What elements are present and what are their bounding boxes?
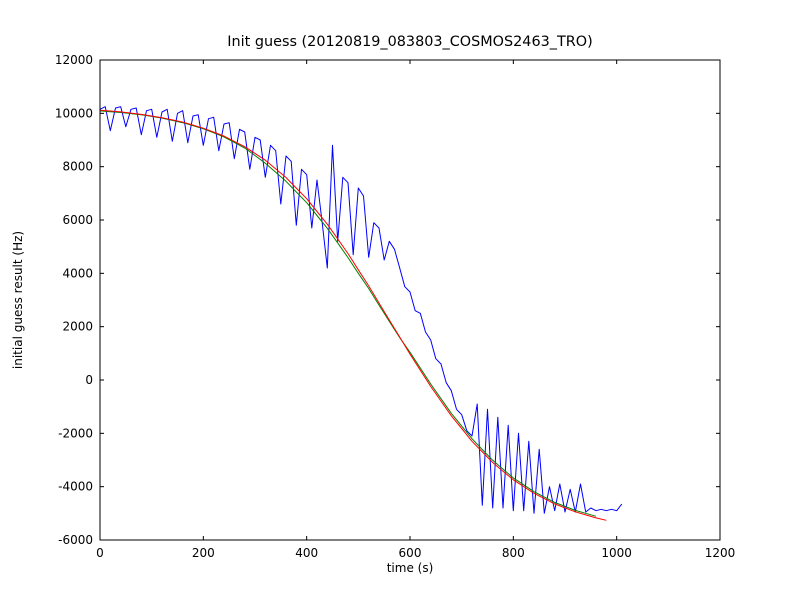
- axes-frame: [99, 59, 721, 541]
- chart-title: Init guess (20120819_083803_COSMOS2463_T…: [227, 34, 592, 50]
- x-tick-label: 400: [295, 546, 318, 560]
- y-tick-label: -2000: [58, 426, 93, 440]
- x-tick-label: 800: [502, 546, 525, 560]
- y-tick-label: 10000: [55, 106, 93, 120]
- y-tick-label: -6000: [58, 533, 93, 547]
- x-tick-label: 1200: [705, 546, 736, 560]
- y-tick-label: 2000: [62, 320, 93, 334]
- y-tick-label: 6000: [62, 213, 93, 227]
- series-blue-noisy-data-line: [99, 106, 623, 514]
- series-red-fit-line: [99, 109, 607, 521]
- y-tick-label: -4000: [58, 480, 93, 494]
- x-tick-label: 1000: [601, 546, 632, 560]
- x-tick-label: 0: [96, 546, 104, 560]
- series-green-smoothed-line: [99, 110, 597, 517]
- y-tick-label: 8000: [62, 160, 93, 174]
- y-tick-label: 4000: [62, 266, 93, 280]
- y-tick-label: 12000: [55, 53, 93, 67]
- x-tick-label: 600: [399, 546, 422, 560]
- y-tick-label: 0: [85, 373, 93, 387]
- x-axis-label: time (s): [387, 561, 434, 575]
- y-axis-label: initial guess result (Hz): [11, 231, 25, 369]
- x-tick-label: 200: [192, 546, 215, 560]
